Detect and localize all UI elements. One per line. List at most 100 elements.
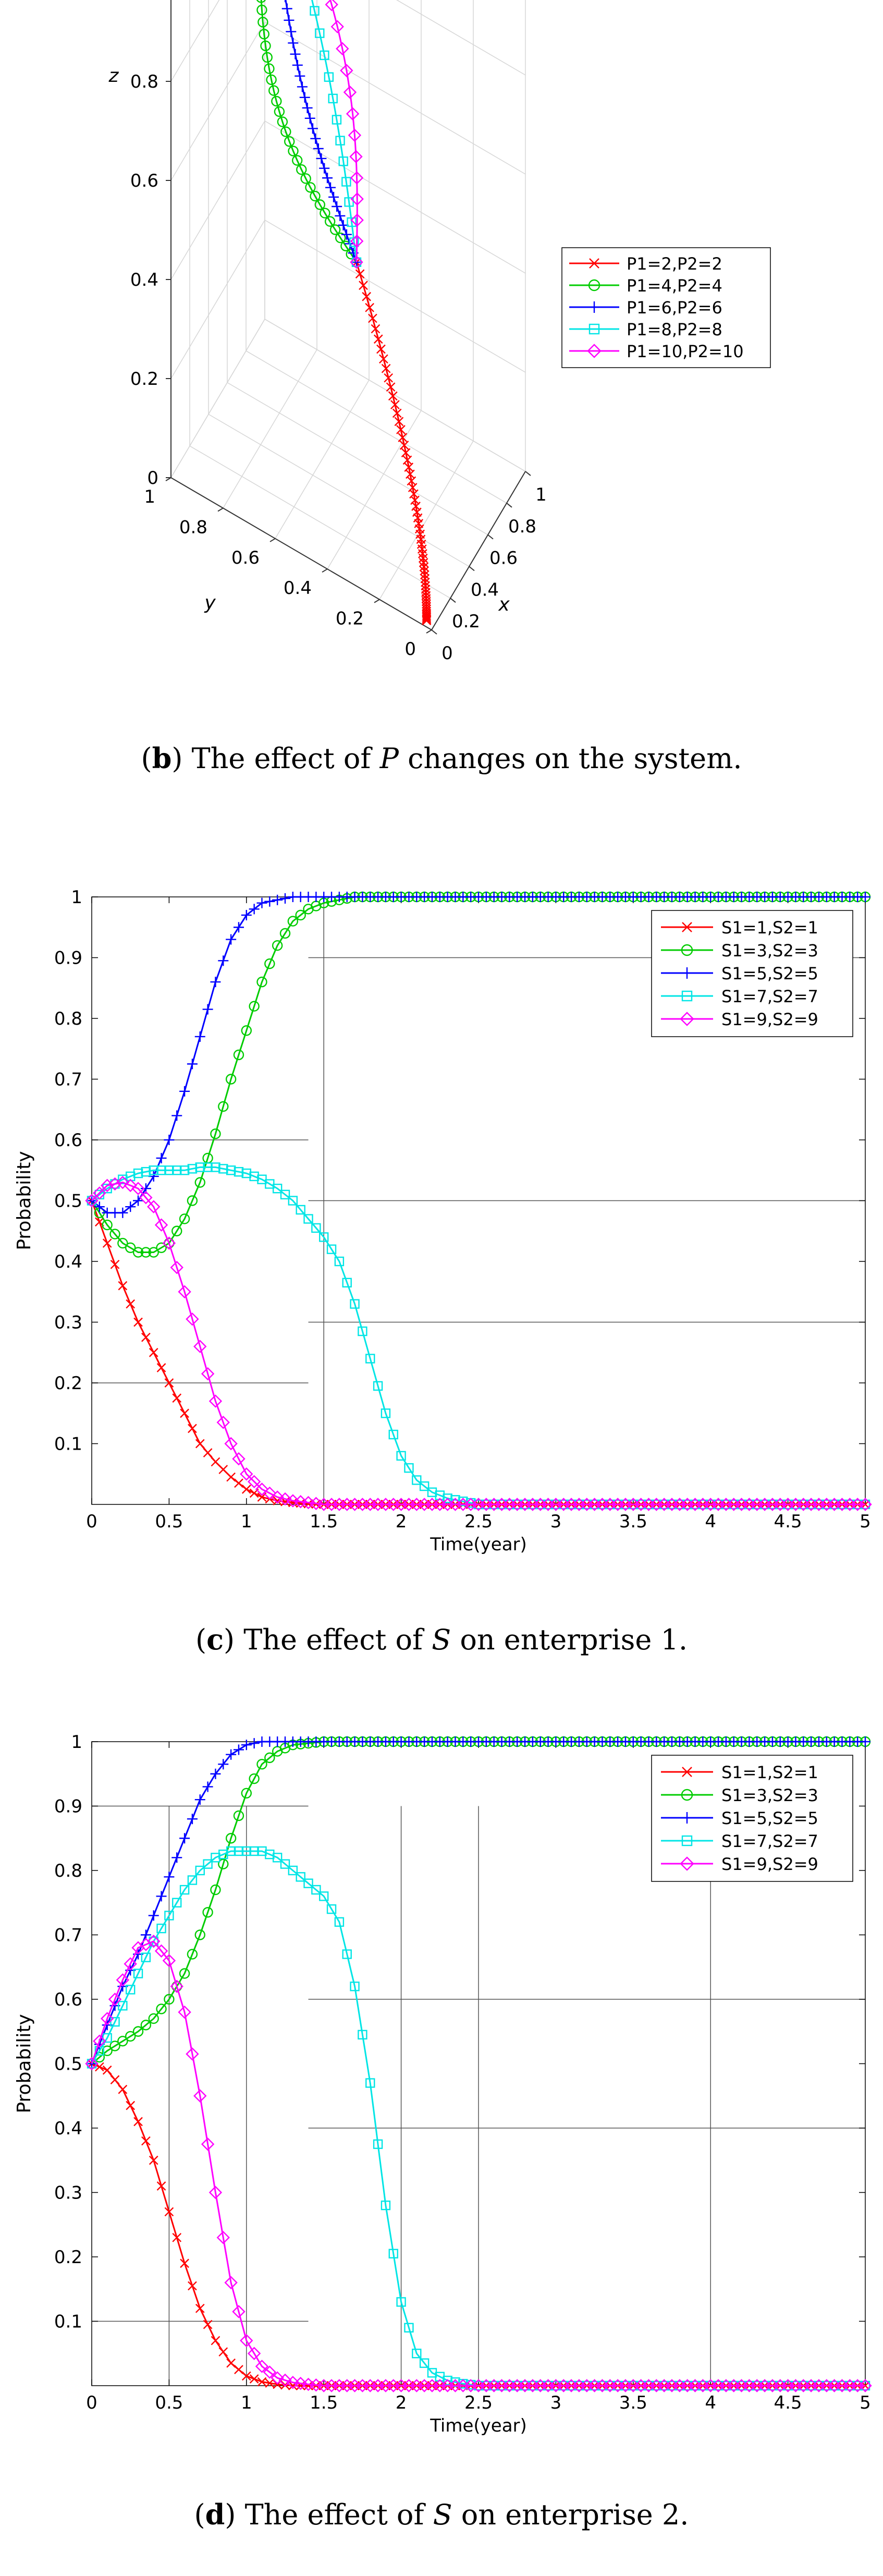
data-point	[233, 922, 244, 933]
series-5	[85, 1935, 872, 2392]
data-point	[295, 909, 306, 921]
caption-b: (b) The effect of P changes on the syste…	[141, 742, 742, 775]
series-line	[355, 262, 427, 621]
data-point	[156, 1891, 167, 1902]
data-point	[381, 2201, 391, 2210]
data-point	[164, 1994, 175, 2005]
data-point	[388, 1429, 398, 1440]
y-tick-label: 0.6	[231, 548, 260, 568]
data-point	[148, 1247, 159, 1258]
data-point	[365, 1354, 375, 1364]
data-point	[264, 63, 275, 74]
data-point	[154, 1944, 168, 1958]
data-point	[264, 896, 275, 907]
data-point	[362, 291, 372, 301]
data-point	[280, 1859, 290, 1869]
data-point	[256, 0, 266, 3]
data-point	[218, 1858, 229, 1869]
data-point	[234, 2365, 243, 2374]
data-point	[172, 1898, 182, 1907]
data-point	[186, 1312, 199, 1326]
data-point	[148, 1910, 159, 1921]
data-point	[334, 1256, 345, 1267]
data-point	[124, 1178, 137, 1193]
data-point	[311, 1885, 321, 1895]
data-point	[301, 1496, 315, 1510]
data-point	[286, 26, 297, 37]
y-tick-label: 0.2	[54, 1373, 82, 1394]
data-point	[293, 1495, 308, 1509]
data-point	[193, 1340, 207, 1353]
data-point	[257, 17, 268, 28]
data-point	[266, 74, 277, 86]
legend-label: S1=3,S2=3	[721, 941, 818, 961]
legend-label: P1=10,P2=10	[627, 342, 744, 361]
data-point	[202, 1907, 213, 1918]
data-point	[328, 191, 339, 202]
data-point	[100, 1178, 114, 1193]
data-point	[172, 2233, 182, 2242]
grid-line	[396, 0, 526, 76]
legend-marker	[680, 1856, 694, 1871]
data-point	[288, 1196, 298, 1206]
legend-label: S1=9,S2=9	[721, 1854, 818, 1874]
grid-line	[275, 380, 370, 539]
data-point	[117, 1207, 128, 1218]
data-point	[133, 1195, 144, 1206]
data-point	[125, 1242, 136, 1253]
data-point	[280, 1189, 290, 1200]
x-tick	[525, 471, 531, 476]
data-point	[334, 1917, 345, 1927]
y-axis-label: Probability	[14, 2014, 35, 2113]
data-point	[292, 59, 303, 70]
y-axis-label: Probability	[14, 1151, 35, 1250]
data-point	[342, 1949, 352, 1959]
data-point	[412, 1475, 422, 1485]
data-point	[156, 1242, 167, 1253]
data-point	[399, 440, 409, 450]
legend-marker	[681, 990, 693, 1002]
grid-line	[208, 414, 470, 567]
grid-line	[227, 382, 488, 536]
series-2	[256, 0, 362, 268]
data-point	[149, 1936, 158, 1947]
y-tick-label: 0.9	[54, 948, 82, 969]
data-point	[257, 2377, 267, 2387]
data-point	[178, 1285, 191, 1298]
data-point	[117, 2036, 128, 2047]
data-point	[310, 133, 321, 144]
data-point	[373, 1381, 383, 1391]
data-point	[319, 1891, 329, 1901]
data-point	[209, 2185, 223, 2200]
data-point	[188, 2281, 197, 2291]
data-point	[132, 1247, 144, 1258]
data-point	[386, 382, 396, 392]
data-point	[262, 52, 273, 63]
x-tick-label: 0.2	[452, 611, 480, 632]
data-point	[311, 1223, 321, 1233]
x-tick-label: 2	[396, 1511, 407, 1532]
data-point	[392, 408, 402, 418]
data-point	[271, 2371, 284, 2385]
data-point	[359, 281, 368, 290]
y-tick-label: 0.3	[54, 1313, 82, 1333]
data-point	[371, 324, 381, 334]
data-point	[278, 2373, 292, 2387]
data-point	[241, 1788, 252, 1799]
data-point	[211, 1457, 220, 1467]
y-tick-label: 1	[144, 487, 155, 507]
x-tick-label: 4.5	[774, 1511, 802, 1532]
data-point	[226, 1749, 237, 1760]
data-point	[310, 6, 320, 16]
y-tick	[217, 507, 224, 512]
data-point	[164, 1237, 175, 1249]
data-point	[297, 81, 308, 92]
y-tick-label: 0.5	[54, 2054, 82, 2075]
legend-marker	[588, 279, 600, 291]
data-point	[398, 433, 408, 442]
data-point	[419, 1481, 430, 1491]
data-point	[133, 2117, 143, 2127]
data-point	[109, 2040, 120, 2051]
data-point	[162, 1236, 176, 1250]
data-point	[218, 2347, 228, 2357]
